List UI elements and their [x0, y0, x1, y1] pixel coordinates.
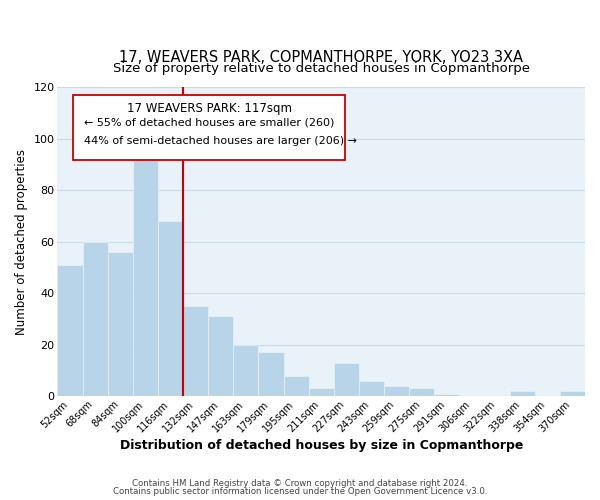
- Bar: [58, 265, 83, 396]
- Text: ← 55% of detached houses are smaller (260): ← 55% of detached houses are smaller (26…: [84, 118, 334, 128]
- Bar: [560, 391, 585, 396]
- Bar: [233, 344, 259, 396]
- Y-axis label: Number of detached properties: Number of detached properties: [15, 148, 28, 334]
- Bar: [509, 391, 535, 396]
- Title: 17, WEAVERS PARK, COPMANTHORPE, YORK, YO23 3XA: 17, WEAVERS PARK, COPMANTHORPE, YORK, YO…: [119, 50, 523, 65]
- Bar: [158, 221, 183, 396]
- X-axis label: Distribution of detached houses by size in Copmanthorpe: Distribution of detached houses by size …: [119, 440, 523, 452]
- Text: Size of property relative to detached houses in Copmanthorpe: Size of property relative to detached ho…: [113, 62, 530, 74]
- Bar: [183, 306, 208, 396]
- Text: Contains public sector information licensed under the Open Government Licence v3: Contains public sector information licen…: [113, 487, 487, 496]
- FancyBboxPatch shape: [73, 94, 345, 160]
- Text: Contains HM Land Registry data © Crown copyright and database right 2024.: Contains HM Land Registry data © Crown c…: [132, 478, 468, 488]
- Bar: [384, 386, 409, 396]
- Bar: [334, 362, 359, 396]
- Bar: [359, 380, 384, 396]
- Bar: [83, 242, 108, 396]
- Bar: [284, 376, 308, 396]
- Bar: [133, 154, 158, 396]
- Bar: [409, 388, 434, 396]
- Bar: [308, 388, 334, 396]
- Bar: [108, 252, 133, 396]
- Text: 17 WEAVERS PARK: 117sqm: 17 WEAVERS PARK: 117sqm: [127, 102, 292, 116]
- Bar: [434, 394, 460, 396]
- Text: 44% of semi-detached houses are larger (206) →: 44% of semi-detached houses are larger (…: [84, 136, 357, 146]
- Bar: [259, 352, 284, 396]
- Bar: [208, 316, 233, 396]
